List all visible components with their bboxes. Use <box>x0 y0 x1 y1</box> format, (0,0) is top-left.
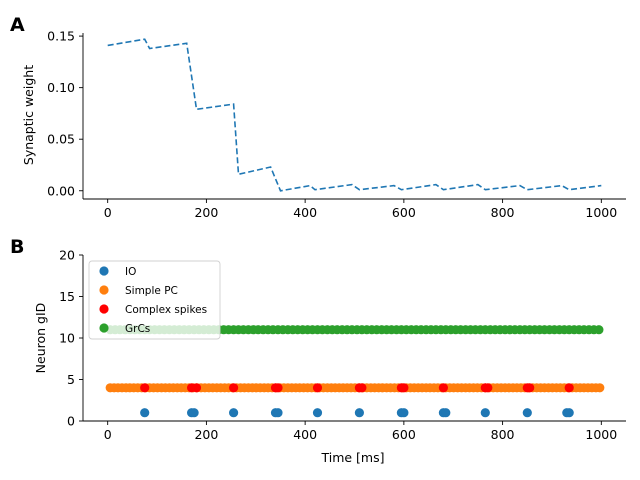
io-point <box>522 408 532 418</box>
legend-label-simple-pc: Simple PC <box>125 285 178 297</box>
panel-b-ylabel: Neuron gID <box>33 303 48 374</box>
panel-a-xtick-label: 600 <box>392 205 416 220</box>
panel-b-label: B <box>10 236 24 258</box>
legend-label-complex-spikes: Complex spikes <box>125 304 207 316</box>
legend-marker-complex-spikes <box>99 304 109 314</box>
panel-a-axes: 0 200 400 600 800 1000 0.00 0.05 0.10 0.15 <box>47 29 626 220</box>
panel-a-ytick-label: 0.00 <box>47 183 75 198</box>
panel-b-xtick-label: 600 <box>392 427 416 442</box>
panel-a-ylabel: Synaptic weight <box>21 65 36 165</box>
io-point <box>480 408 490 418</box>
panel-b-xtick-label: 0 <box>104 427 112 442</box>
complex-spikes-point <box>229 383 239 393</box>
complex-spikes-point <box>140 383 150 393</box>
panel-a-ytick-label: 0.15 <box>47 29 75 44</box>
io-point <box>564 408 574 418</box>
panel-b-xtick-label: 200 <box>194 427 218 442</box>
panel-b-ytick-label: 5 <box>67 372 75 387</box>
panel-b-xtick-label: 400 <box>293 427 317 442</box>
complex-spikes-point <box>399 383 409 393</box>
complex-spikes-point <box>191 383 202 393</box>
panel-a-ytick-label: 0.05 <box>47 132 75 147</box>
complex-spikes-point <box>312 383 323 393</box>
simple-pc-point <box>595 383 605 393</box>
panel-a: A Synaptic weight 0 200 400 600 800 10000.000… <box>10 14 626 220</box>
panel-a-xtick-label: 800 <box>491 205 515 220</box>
panel-b-axes: 0 200 400 600 800 1000 0 5 10 15 20 <box>59 248 626 442</box>
panel-a-xtick-label: 1000 <box>585 205 617 220</box>
panel-b: B Neuron gID Time [ms] 0 200 400 600 800 1000… <box>10 236 626 465</box>
complex-spikes-point <box>438 383 448 393</box>
grcs-point <box>594 325 604 335</box>
io-point <box>229 408 239 418</box>
complex-spikes-point <box>483 383 493 393</box>
panel-a-ytick-label: 0.10 <box>47 80 75 95</box>
io-point <box>312 408 323 418</box>
legend-marker-io <box>99 266 109 276</box>
legend-label-grcs: GrCs <box>125 323 150 335</box>
panel-b-legend: IO Simple PC Complex spikes GrCs <box>88 260 221 340</box>
panel-b-ytick-label: 10 <box>59 331 75 346</box>
panel-b-xtick-label: 800 <box>491 427 515 442</box>
panel-b-xlabel: Time [ms] <box>320 450 384 465</box>
legend-marker-grcs <box>99 323 109 333</box>
io-point <box>441 408 451 418</box>
io-point <box>399 408 409 418</box>
panel-a-plot-area <box>107 38 602 192</box>
synaptic-weight-line <box>107 38 602 192</box>
io-point <box>273 408 283 418</box>
io-point <box>354 408 364 418</box>
panel-b-plot-area <box>105 325 605 418</box>
panel-a-xtick-label: 0 <box>104 205 112 220</box>
panel-b-xtick-label: 1000 <box>585 427 617 442</box>
io-point <box>140 408 150 418</box>
panel-a-label: A <box>10 14 25 36</box>
panel-b-ytick-label: 0 <box>67 414 75 429</box>
legend-box <box>88 260 221 340</box>
legend-label-io: IO <box>125 266 136 278</box>
panel-a-xtick-label: 400 <box>293 205 317 220</box>
panel-b-ytick-label: 15 <box>59 289 75 304</box>
panel-a-xtick-label: 200 <box>194 205 218 220</box>
complex-spikes-point <box>273 383 283 393</box>
panel-b-ytick-label: 20 <box>59 248 75 263</box>
io-point <box>189 408 199 418</box>
legend-marker-simple-pc <box>99 285 109 295</box>
complex-spikes-point <box>357 383 367 393</box>
complex-spikes-point <box>564 383 574 393</box>
complex-spikes-point <box>525 383 535 393</box>
